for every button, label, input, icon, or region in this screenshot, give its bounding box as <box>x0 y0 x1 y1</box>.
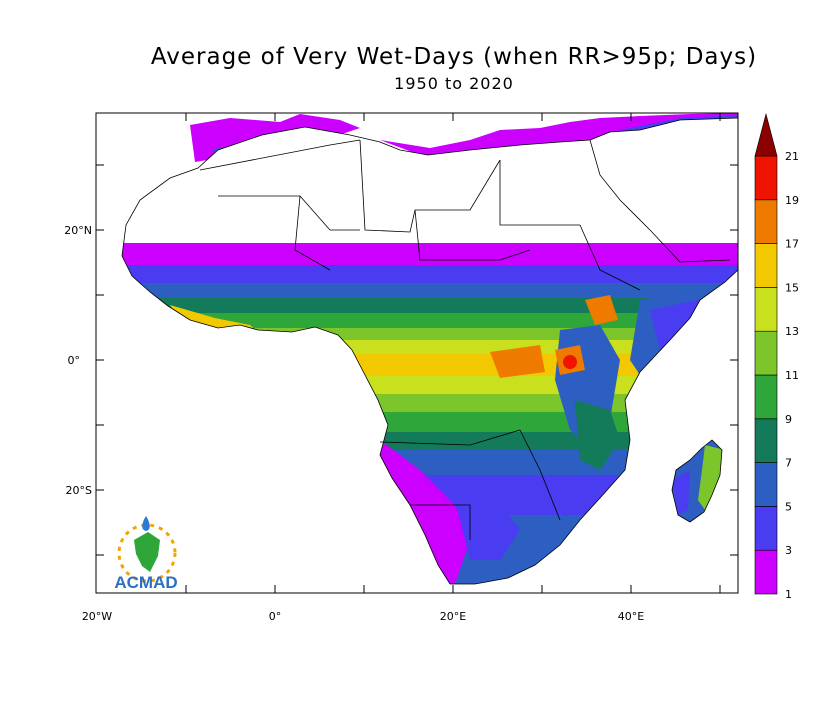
colorbar-label: 17 <box>785 238 799 251</box>
x-tick-label: 20°W <box>82 610 112 623</box>
x-tick-label: 0° <box>269 610 282 623</box>
colorbar-label: 5 <box>785 500 792 513</box>
map-title: Average of Very Wet-Days (when RR>95p; D… <box>150 44 758 70</box>
logo-text: ACMAD <box>114 573 177 592</box>
colorbar-swatch <box>754 374 778 420</box>
colorbar-swatch <box>754 462 778 507</box>
colorbar-label: 15 <box>785 281 799 294</box>
colorbar-swatch <box>754 287 778 332</box>
map-subtitle: 1950 to 2020 <box>394 74 514 93</box>
x-tick-label: 40°E <box>618 610 644 623</box>
y-tick-label: 20°S <box>66 484 92 497</box>
colorbar-swatch <box>754 506 778 551</box>
colorbar-label: 21 <box>785 150 799 163</box>
acmad-logo: ACMAD <box>114 516 178 592</box>
colorbar-label: 19 <box>785 194 799 207</box>
country-borders <box>121 117 739 585</box>
colorbar-swatch <box>754 418 778 463</box>
colorbar-swatch <box>754 549 778 595</box>
colorbar-label: 7 <box>785 457 792 470</box>
colorbar-label: 3 <box>785 544 792 557</box>
colorbar-label: 9 <box>785 413 792 426</box>
map-frame <box>95 112 739 594</box>
colorbar-label: 13 <box>785 325 799 338</box>
frame-ticks <box>96 113 738 593</box>
madagascar-landmass <box>672 440 722 522</box>
x-tick-label: 20°E <box>440 610 466 623</box>
colorbar-label: 11 <box>785 369 799 382</box>
colorbar-swatch <box>754 155 778 201</box>
colorbar-label: 1 <box>785 588 792 601</box>
colorbar-swatch <box>754 243 778 288</box>
colorbar-swatch <box>754 330 778 376</box>
colorbar-swatch <box>754 199 778 244</box>
y-tick-label: 20°N <box>64 224 92 237</box>
y-tick-label: 0° <box>68 354 81 367</box>
colorbar-extend-arrow <box>754 112 778 157</box>
